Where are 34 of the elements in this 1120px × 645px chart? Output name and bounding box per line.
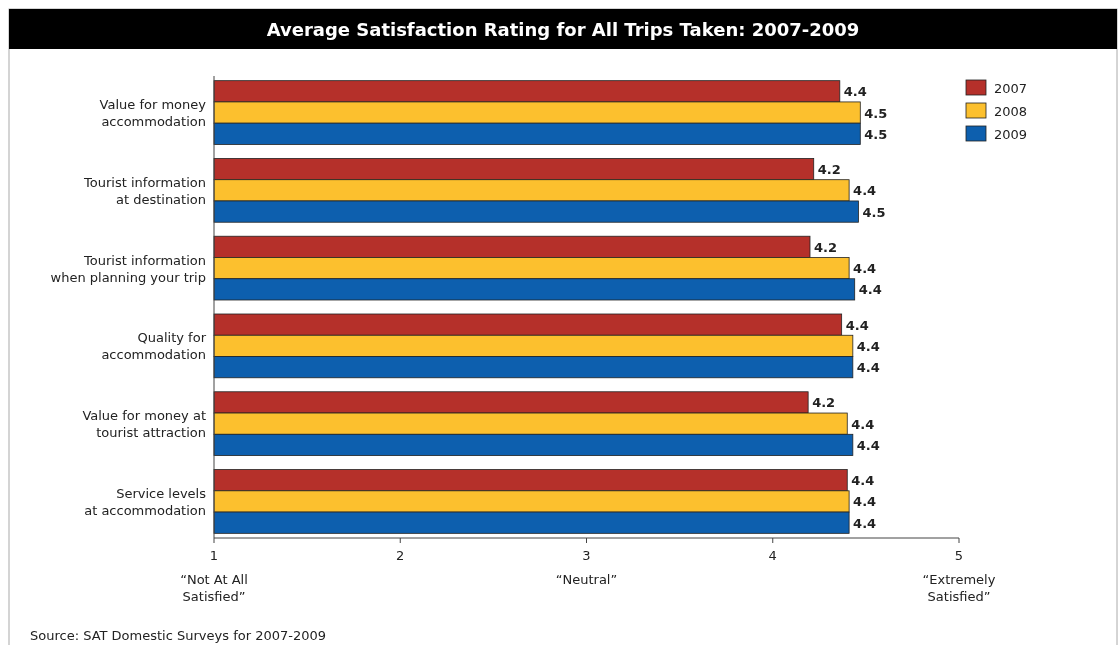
data-label: 4.4 bbox=[853, 261, 877, 277]
x-tick-label: 5 “Extremely Satisfied” bbox=[922, 548, 996, 604]
legend-label: 2008 bbox=[994, 104, 1028, 119]
data-label: 4.4 bbox=[853, 183, 877, 199]
y-tick-label: Quality for accommodation bbox=[101, 330, 207, 363]
data-label: 4.5 bbox=[862, 204, 886, 220]
chart-title: Average Satisfaction Rating for All Trips Taken: 2007-2009 bbox=[266, 19, 860, 40]
legend-label: 2009 bbox=[994, 127, 1028, 142]
data-label: 4.4 bbox=[851, 473, 875, 489]
data-label: 4.4 bbox=[853, 494, 877, 510]
data-label: 4.4 bbox=[856, 360, 880, 376]
source-note: Source: SAT Domestic Surveys for 2007-2009 bbox=[30, 628, 326, 643]
x-tick-label: 3 “Neutral” bbox=[555, 548, 618, 587]
data-label: 4.2 bbox=[817, 162, 841, 178]
data-label: 4.4 bbox=[845, 317, 869, 333]
data-label: 4.4 bbox=[856, 437, 880, 453]
y-tick-label: Tourist information when planning your trip bbox=[50, 252, 206, 285]
data-label: 4.4 bbox=[843, 84, 867, 100]
x-tick-label: 2 bbox=[396, 548, 405, 563]
data-label: 4.5 bbox=[864, 126, 888, 142]
x-tick-label: 4 bbox=[768, 548, 777, 563]
data-label: 4.4 bbox=[856, 338, 880, 354]
data-label: 4.4 bbox=[853, 515, 877, 531]
x-tick-label: 1 “Not At All Satisfied” bbox=[180, 548, 248, 604]
data-label: 4.2 bbox=[812, 395, 836, 411]
y-tick-label: Value for money accommodation bbox=[99, 97, 207, 130]
y-tick-label: Value for money at tourist attraction bbox=[82, 408, 206, 441]
data-label: 4.4 bbox=[851, 416, 875, 432]
y-tick-label: Service levels at accommodation bbox=[84, 485, 207, 518]
data-label: 4.4 bbox=[858, 282, 882, 298]
y-tick-label: Tourist information at destination bbox=[83, 174, 206, 207]
legend-label: 2007 bbox=[994, 81, 1028, 96]
data-label: 4.2 bbox=[814, 239, 838, 255]
data-label: 4.5 bbox=[864, 105, 888, 121]
